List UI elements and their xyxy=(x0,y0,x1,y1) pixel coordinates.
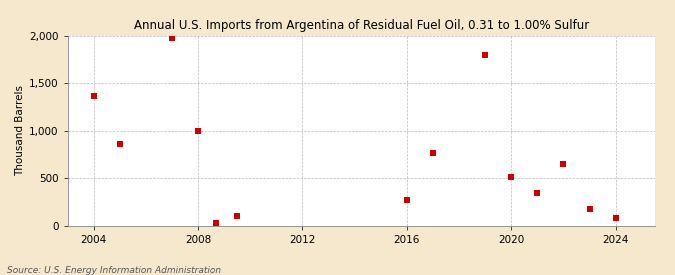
Point xyxy=(506,175,516,179)
Title: Annual U.S. Imports from Argentina of Residual Fuel Oil, 0.31 to 1.00% Sulfur: Annual U.S. Imports from Argentina of Re… xyxy=(134,19,589,32)
Point xyxy=(610,216,621,221)
Point xyxy=(427,151,438,156)
Point xyxy=(402,198,412,203)
Y-axis label: Thousand Barrels: Thousand Barrels xyxy=(15,85,25,176)
Point xyxy=(114,142,125,147)
Point xyxy=(532,191,543,195)
Text: Source: U.S. Energy Information Administration: Source: U.S. Energy Information Administ… xyxy=(7,266,221,275)
Point xyxy=(480,53,491,57)
Point xyxy=(558,162,569,166)
Point xyxy=(88,93,99,98)
Point xyxy=(232,214,242,218)
Point xyxy=(167,35,178,40)
Point xyxy=(192,128,203,133)
Point xyxy=(211,221,221,225)
Point xyxy=(584,207,595,211)
